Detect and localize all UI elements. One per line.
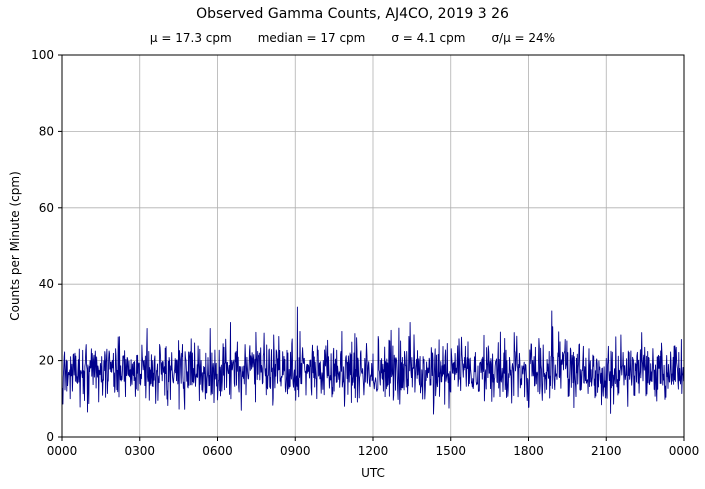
y-tick-label: 20 — [39, 354, 54, 368]
stat-sigma-over-mu: σ/μ = 24% — [491, 31, 556, 45]
x-tick-label: 1800 — [513, 444, 544, 458]
stat-mean: μ = 17.3 cpm — [149, 31, 232, 45]
gamma-series-line — [61, 306, 685, 415]
chart-title: Observed Gamma Counts, AJ4CO, 2019 3 26 — [196, 6, 509, 22]
stat-median: median = 17 cpm — [257, 31, 366, 45]
x-tick-label: 0000 — [669, 444, 700, 458]
x-tick-label: 2100 — [591, 444, 622, 458]
y-tick-label: 100 — [31, 48, 54, 62]
y-tick-label: 0 — [46, 430, 54, 444]
x-tick-label: 0900 — [280, 444, 311, 458]
x-tick-label: 1200 — [358, 444, 389, 458]
y-tick-label: 60 — [39, 201, 54, 215]
y-tick-label: 80 — [39, 124, 54, 138]
x-axis-label: UTC — [361, 466, 385, 480]
x-tick-label: 0600 — [202, 444, 233, 458]
x-tick-label: 0000 — [47, 444, 78, 458]
y-tick-label: 40 — [39, 277, 54, 291]
chart-stats-line: μ = 17.3 cpm median = 17 cpm σ = 4.1 cpm σ/… — [0, 31, 705, 45]
x-tick-label: 1500 — [435, 444, 466, 458]
x-tick-label: 0300 — [124, 444, 155, 458]
stat-sigma: σ = 4.1 cpm — [391, 31, 466, 45]
